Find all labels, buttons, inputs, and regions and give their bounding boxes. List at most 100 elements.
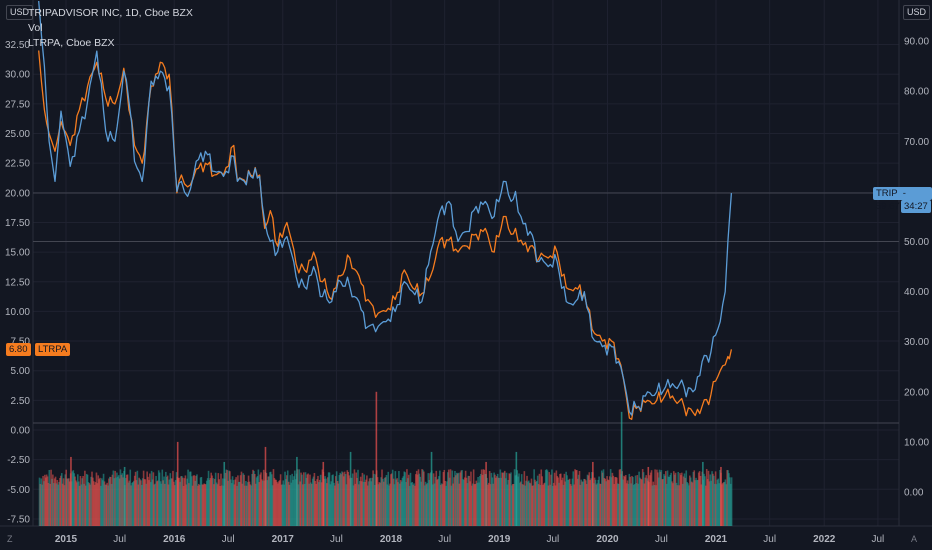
- left-axis-tick-label: 10.00: [5, 307, 30, 318]
- volume-bar: [539, 484, 542, 526]
- time-axis-tick-label: 2020: [596, 534, 619, 545]
- volume-bar: [294, 479, 297, 526]
- time-axis[interactable]: 2015 Jul 2016 Jul 2017 Jul 2018 Jul 2019 Jul 2020 J…: [55, 534, 884, 545]
- volume-bar: [195, 475, 197, 526]
- volume-bar: [446, 481, 448, 526]
- volume-bar: [601, 472, 604, 526]
- volume-bar: [700, 484, 703, 526]
- volume-bar: [180, 476, 182, 526]
- left-axis-tick-label: 5.00: [11, 366, 31, 377]
- volume-bar: [276, 481, 278, 526]
- right-currency-button[interactable]: USD: [903, 5, 931, 20]
- volume-spike-bar: [264, 446, 267, 526]
- volume-bar: [234, 479, 237, 526]
- volume-bar: [374, 484, 376, 526]
- volume-bar: [232, 480, 235, 526]
- volume-bar: [202, 484, 205, 526]
- volume-bar: [61, 483, 64, 526]
- volume-bar: [442, 472, 445, 526]
- volume-bar: [134, 471, 137, 526]
- volume-bar: [59, 477, 61, 526]
- volume-bar: [376, 477, 379, 526]
- right-price-axis[interactable]: 90.0080.0070.0060.0050.0040.0030.0020.00…: [904, 37, 929, 499]
- volume-bar: [463, 477, 466, 526]
- volume-bar: [213, 484, 215, 526]
- volume-spike-bar: [375, 391, 378, 526]
- volume-bar: [131, 482, 133, 526]
- volume-bar: [108, 476, 111, 526]
- volume-bar: [114, 470, 116, 526]
- legend-volume[interactable]: Vol: [28, 22, 43, 34]
- volume-bar: [135, 480, 138, 526]
- volume-bar: [225, 469, 228, 526]
- volume-bar: [533, 469, 535, 526]
- volume-bar: [584, 478, 586, 526]
- volume-bar: [552, 482, 555, 526]
- volume-bar: [628, 473, 631, 526]
- volume-bar: [263, 480, 266, 526]
- volume-bar: [544, 482, 546, 526]
- left-axis-tick-label: 0.00: [11, 426, 31, 437]
- volume-bar: [412, 484, 414, 526]
- time-axis-tick-label: Jul: [547, 534, 560, 545]
- left-currency-button[interactable]: USD: [6, 5, 34, 20]
- volume-bar: [604, 478, 607, 526]
- volume-bar: [73, 473, 76, 526]
- volume-bar: [324, 476, 326, 526]
- volume-bar: [432, 473, 435, 526]
- volume-bar: [380, 477, 382, 526]
- volume-bar: [271, 485, 274, 526]
- volume-bar: [133, 475, 136, 526]
- volume-bar: [449, 469, 452, 526]
- volume-bar: [616, 483, 619, 526]
- volume-bar: [401, 477, 404, 526]
- auto-scale-button[interactable]: A: [911, 534, 918, 544]
- volume-bar: [116, 472, 118, 526]
- volume-bar: [226, 470, 229, 526]
- volume-bar: [452, 483, 454, 526]
- volume-bar: [502, 472, 504, 526]
- volume-bar: [716, 479, 719, 526]
- volume-bar: [725, 484, 728, 526]
- volume-bar: [64, 474, 67, 526]
- volume-bar: [126, 474, 129, 526]
- volume-bar: [648, 475, 651, 526]
- volume-bar: [310, 483, 313, 526]
- volume-bar: [489, 484, 492, 526]
- volume-bar: [172, 470, 174, 526]
- volume-bar: [496, 473, 499, 526]
- volume-bar: [455, 475, 457, 526]
- volume-bar: [476, 482, 479, 526]
- volume-bar: [212, 478, 214, 526]
- volume-bar: [511, 485, 513, 526]
- zoom-reset-button[interactable]: Z: [7, 534, 13, 544]
- volume-bar: [721, 484, 723, 526]
- volume-bar: [151, 479, 154, 526]
- legend-compare-symbol[interactable]: LTRPA, Cboe BZX: [28, 37, 115, 49]
- volume-bar: [219, 485, 221, 526]
- volume-bar: [159, 481, 162, 526]
- volume-bar: [573, 484, 575, 526]
- left-price-axis[interactable]: 32.50 30.00 27.50 25.00 22.50 20.00 17.50 15.00…: [5, 40, 30, 525]
- volume-bar: [251, 473, 253, 526]
- volume-bar: [51, 478, 53, 526]
- volume-bar: [364, 481, 366, 526]
- volume-bar: [246, 482, 249, 526]
- volume-bar: [611, 472, 614, 526]
- volume-bar: [562, 484, 565, 526]
- volume-bar: [545, 469, 548, 526]
- volume-bar: [120, 474, 123, 526]
- volume-bar: [431, 484, 434, 526]
- volume-bar: [528, 482, 531, 526]
- volume-bar: [714, 471, 717, 526]
- volume-bar: [386, 484, 389, 526]
- volume-bar: [286, 470, 289, 526]
- volume-bar: [422, 469, 424, 526]
- volume-bar: [505, 472, 508, 526]
- volume-bar: [721, 483, 724, 526]
- volume-bar: [662, 478, 664, 526]
- legend-symbol-title[interactable]: TRIPADVISOR INC, 1D, Cboe BZX: [28, 7, 193, 19]
- volume-bar: [165, 471, 167, 526]
- volume-bar: [48, 469, 51, 526]
